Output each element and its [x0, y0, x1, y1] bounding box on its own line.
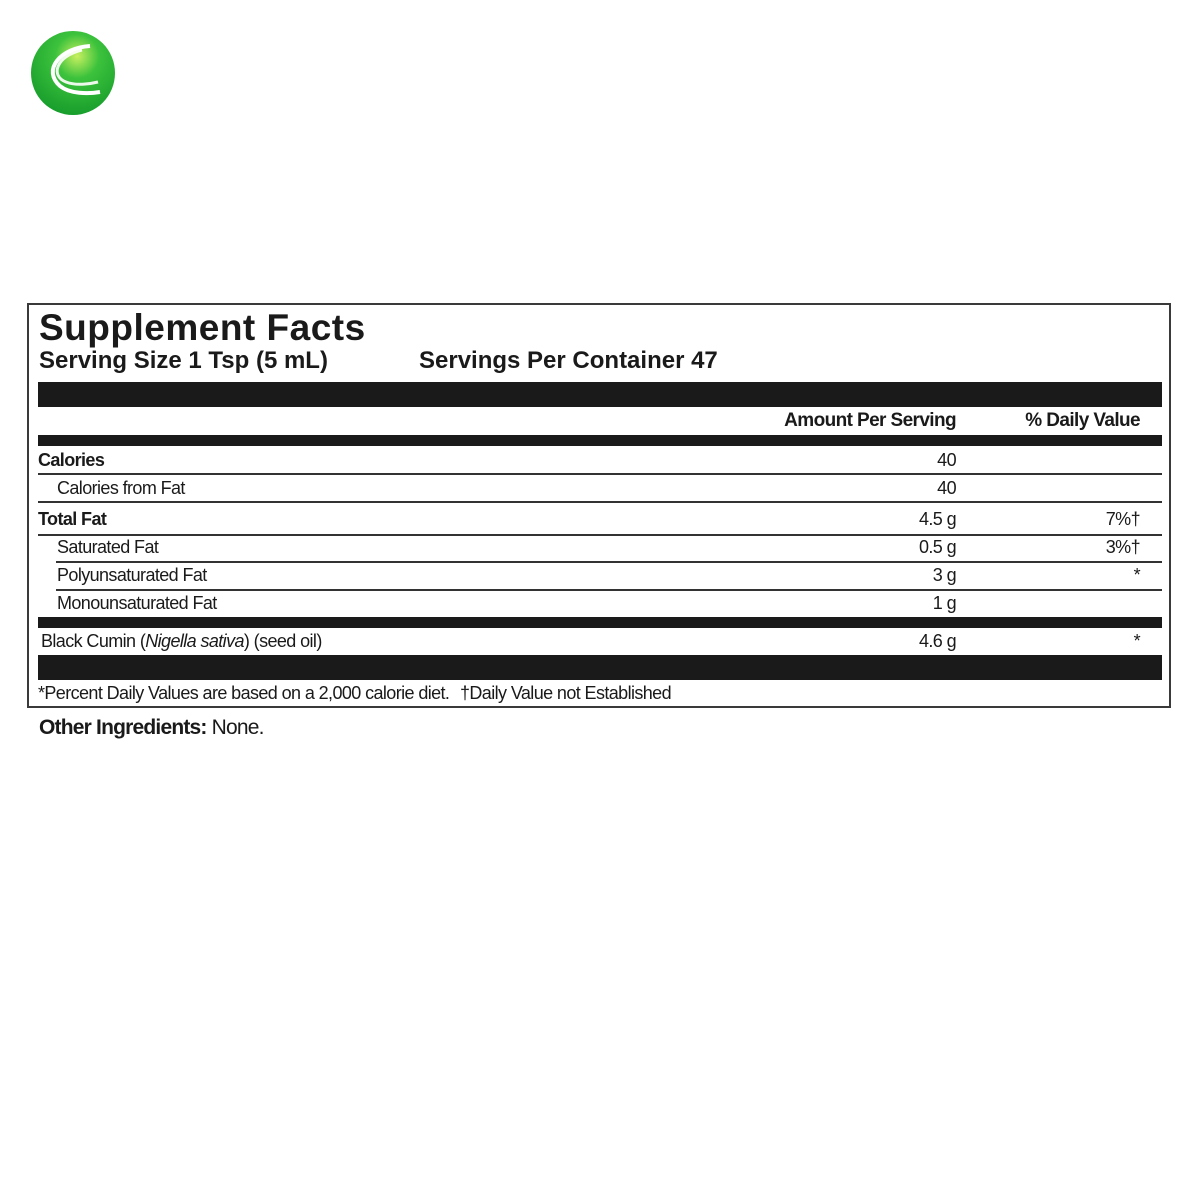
row-divider: [38, 473, 1162, 475]
serving-size: Serving Size 1 Tsp (5 mL): [39, 347, 328, 374]
divider-bar: [38, 655, 1162, 680]
row-divider: [38, 534, 1162, 536]
brand-logo-icon: [31, 31, 115, 115]
supplement-facts-panel: Supplement Facts Serving Size 1 Tsp (5 m…: [27, 303, 1171, 708]
panel-title: Supplement Facts: [39, 307, 366, 348]
row-divider: [56, 589, 1162, 591]
divider-bar: [38, 435, 1162, 446]
latin-name: Nigella sativa: [145, 631, 244, 651]
row-divider: [56, 561, 1162, 563]
divider-bar: [38, 382, 1162, 407]
row-divider: [38, 501, 1162, 503]
servings-per-container: Servings Per Container 47: [419, 347, 718, 374]
divider-bar: [38, 617, 1162, 628]
col-amount-header: Amount Per Serving: [784, 410, 956, 431]
col-dv-header: % Daily Value: [1025, 410, 1140, 431]
other-ingredients: Other Ingredients: None.: [39, 716, 265, 739]
